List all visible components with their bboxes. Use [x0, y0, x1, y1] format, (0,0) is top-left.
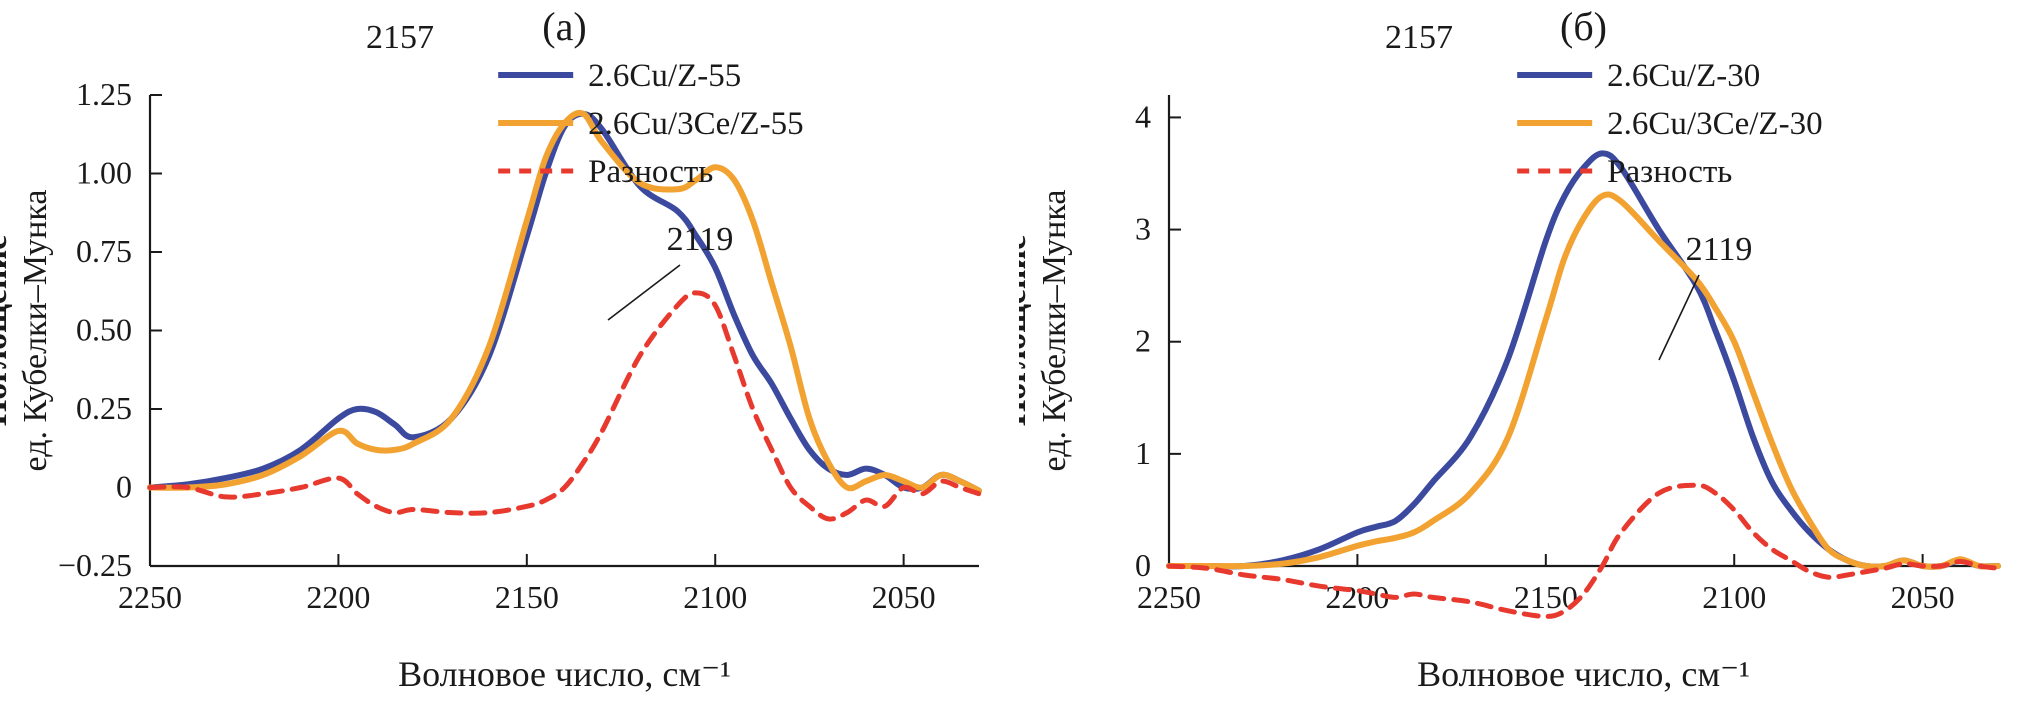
- data-line-red: [1169, 485, 1998, 616]
- x-tick-label: 2200: [1325, 579, 1389, 615]
- x-axis-label: Волновое число, см⁻¹: [398, 654, 731, 694]
- legend: 2.6Cu/Z-55 2.6Cu/3Ce/Z-55 Разность: [498, 58, 803, 190]
- y-tick-label: 3: [1135, 211, 1151, 247]
- y-tick-label: 0: [116, 469, 132, 505]
- y-tick-label: 1.00: [76, 155, 132, 191]
- annotation-label-0: 2157: [1385, 19, 1453, 56]
- data-line-orange: [1169, 194, 1998, 566]
- annotation-label-0: 2157: [366, 19, 434, 56]
- x-tick-label: 2100: [683, 579, 747, 615]
- annotation-line-1: [608, 265, 680, 320]
- legend-label-0: 2.6Cu/Z-55: [588, 58, 741, 94]
- annotation-label-1: 2119: [667, 221, 734, 258]
- y-tick-label: 0.25: [76, 390, 132, 426]
- panel-title: (б): [1560, 4, 1607, 49]
- legend-label-1: 2.6Cu/3Ce/Z-55: [588, 106, 803, 142]
- y-tick-label: 0.50: [76, 312, 132, 348]
- chart-page: −0.25 0 0.25 0.50 0.75 1.00 1.25 2250 2200 2150 21…: [0, 0, 2038, 716]
- y-tick-label: −0.25: [58, 547, 132, 583]
- x-tick-label: 2200: [306, 579, 370, 615]
- x-tick-label: 2050: [872, 579, 936, 615]
- legend-label-2: Разность: [1607, 154, 1732, 190]
- y-tick-label: 2: [1135, 323, 1151, 359]
- y-tick-label: 1.25: [76, 76, 132, 112]
- legend-label-2: Разность: [588, 154, 713, 190]
- y-tick-label: 4: [1135, 98, 1151, 134]
- y-ticks: −0.25 0 0.25 0.50 0.75 1.00 1.25: [58, 76, 162, 583]
- annotation-label-1: 2119: [1686, 231, 1753, 268]
- panel-title: (a): [542, 4, 586, 49]
- panel-b: 0 1 2 3 4 2250 2200 2150 2100 2050 Волновое число,…: [1019, 0, 2038, 716]
- y-axis-label-line2: ед. Кубелки–Мунка: [1036, 190, 1073, 472]
- legend-label-1: 2.6Cu/3Ce/Z-30: [1607, 106, 1822, 142]
- axis-group: [150, 95, 979, 566]
- y-tick-label: 0.75: [76, 233, 132, 269]
- legend: 2.6Cu/Z-30 2.6Cu/3Ce/Z-30 Разность: [1517, 58, 1822, 190]
- y-axis-label-line1: Поглощение: [1019, 235, 1033, 426]
- annotation-line-1: [1659, 275, 1699, 360]
- legend-label-0: 2.6Cu/Z-30: [1607, 58, 1760, 94]
- y-tick-label: 1: [1135, 435, 1151, 471]
- y-axis-label-line1: Поглощение: [0, 235, 14, 426]
- x-ticks: 2250 2200 2150 2100 2050: [118, 554, 936, 615]
- x-tick-label: 2250: [1137, 579, 1201, 615]
- x-tick-label: 2100: [1702, 579, 1766, 615]
- x-tick-label: 2150: [1514, 579, 1578, 615]
- x-tick-label: 2050: [1891, 579, 1955, 615]
- panel-a: −0.25 0 0.25 0.50 0.75 1.00 1.25 2250 2200 2150 21…: [0, 0, 1019, 716]
- x-tick-label: 2150: [495, 579, 559, 615]
- x-tick-label: 2250: [118, 579, 182, 615]
- y-tick-label: 0: [1135, 547, 1151, 583]
- y-ticks: 0 1 2 3 4: [1135, 98, 1181, 583]
- x-axis-label: Волновое число, см⁻¹: [1417, 654, 1750, 694]
- y-axis-label-line2: ед. Кубелки–Мунка: [17, 190, 54, 472]
